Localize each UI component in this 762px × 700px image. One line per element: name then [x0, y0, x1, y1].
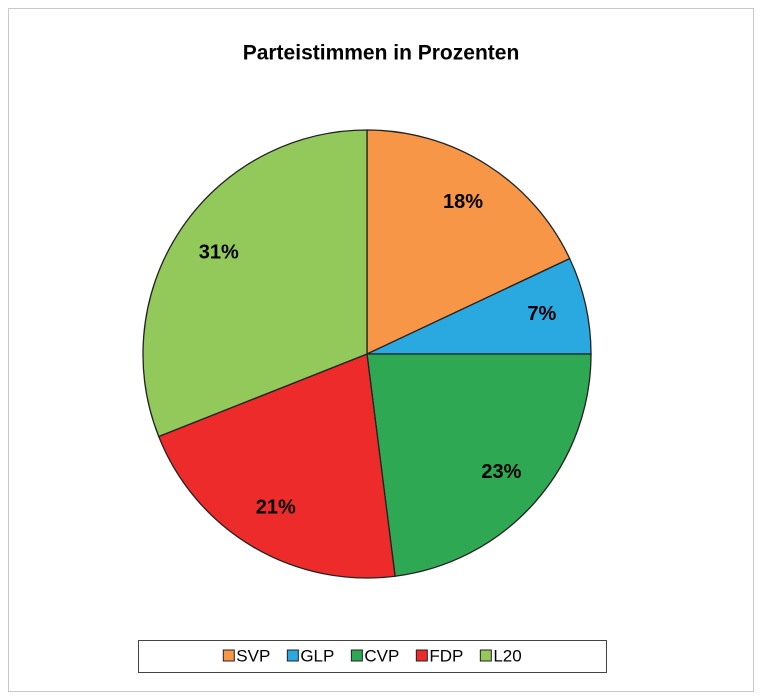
legend-swatch — [415, 649, 428, 662]
data-label: 23% — [481, 461, 521, 483]
legend-swatch — [350, 649, 363, 662]
legend-label: L20 — [493, 646, 521, 665]
chart-title: Parteistimmen in Prozenten — [243, 42, 520, 65]
data-label: 21% — [256, 497, 296, 519]
legend-label: GLP — [300, 646, 334, 665]
pie-slice — [366, 129, 571, 356]
legend-swatch — [286, 649, 299, 662]
pie-slice — [157, 353, 396, 579]
pie-slice — [142, 129, 368, 438]
legend-swatch — [222, 649, 235, 662]
legend-swatch — [479, 649, 492, 662]
legend-label: SVP — [236, 646, 270, 665]
legend-label: FDP — [429, 646, 463, 665]
data-label: 7% — [527, 303, 556, 325]
legend-label: CVP — [364, 646, 399, 665]
legend-box — [138, 640, 607, 673]
data-label: 18% — [443, 191, 483, 213]
data-label: 31% — [199, 242, 239, 264]
pie-slice — [366, 353, 592, 577]
